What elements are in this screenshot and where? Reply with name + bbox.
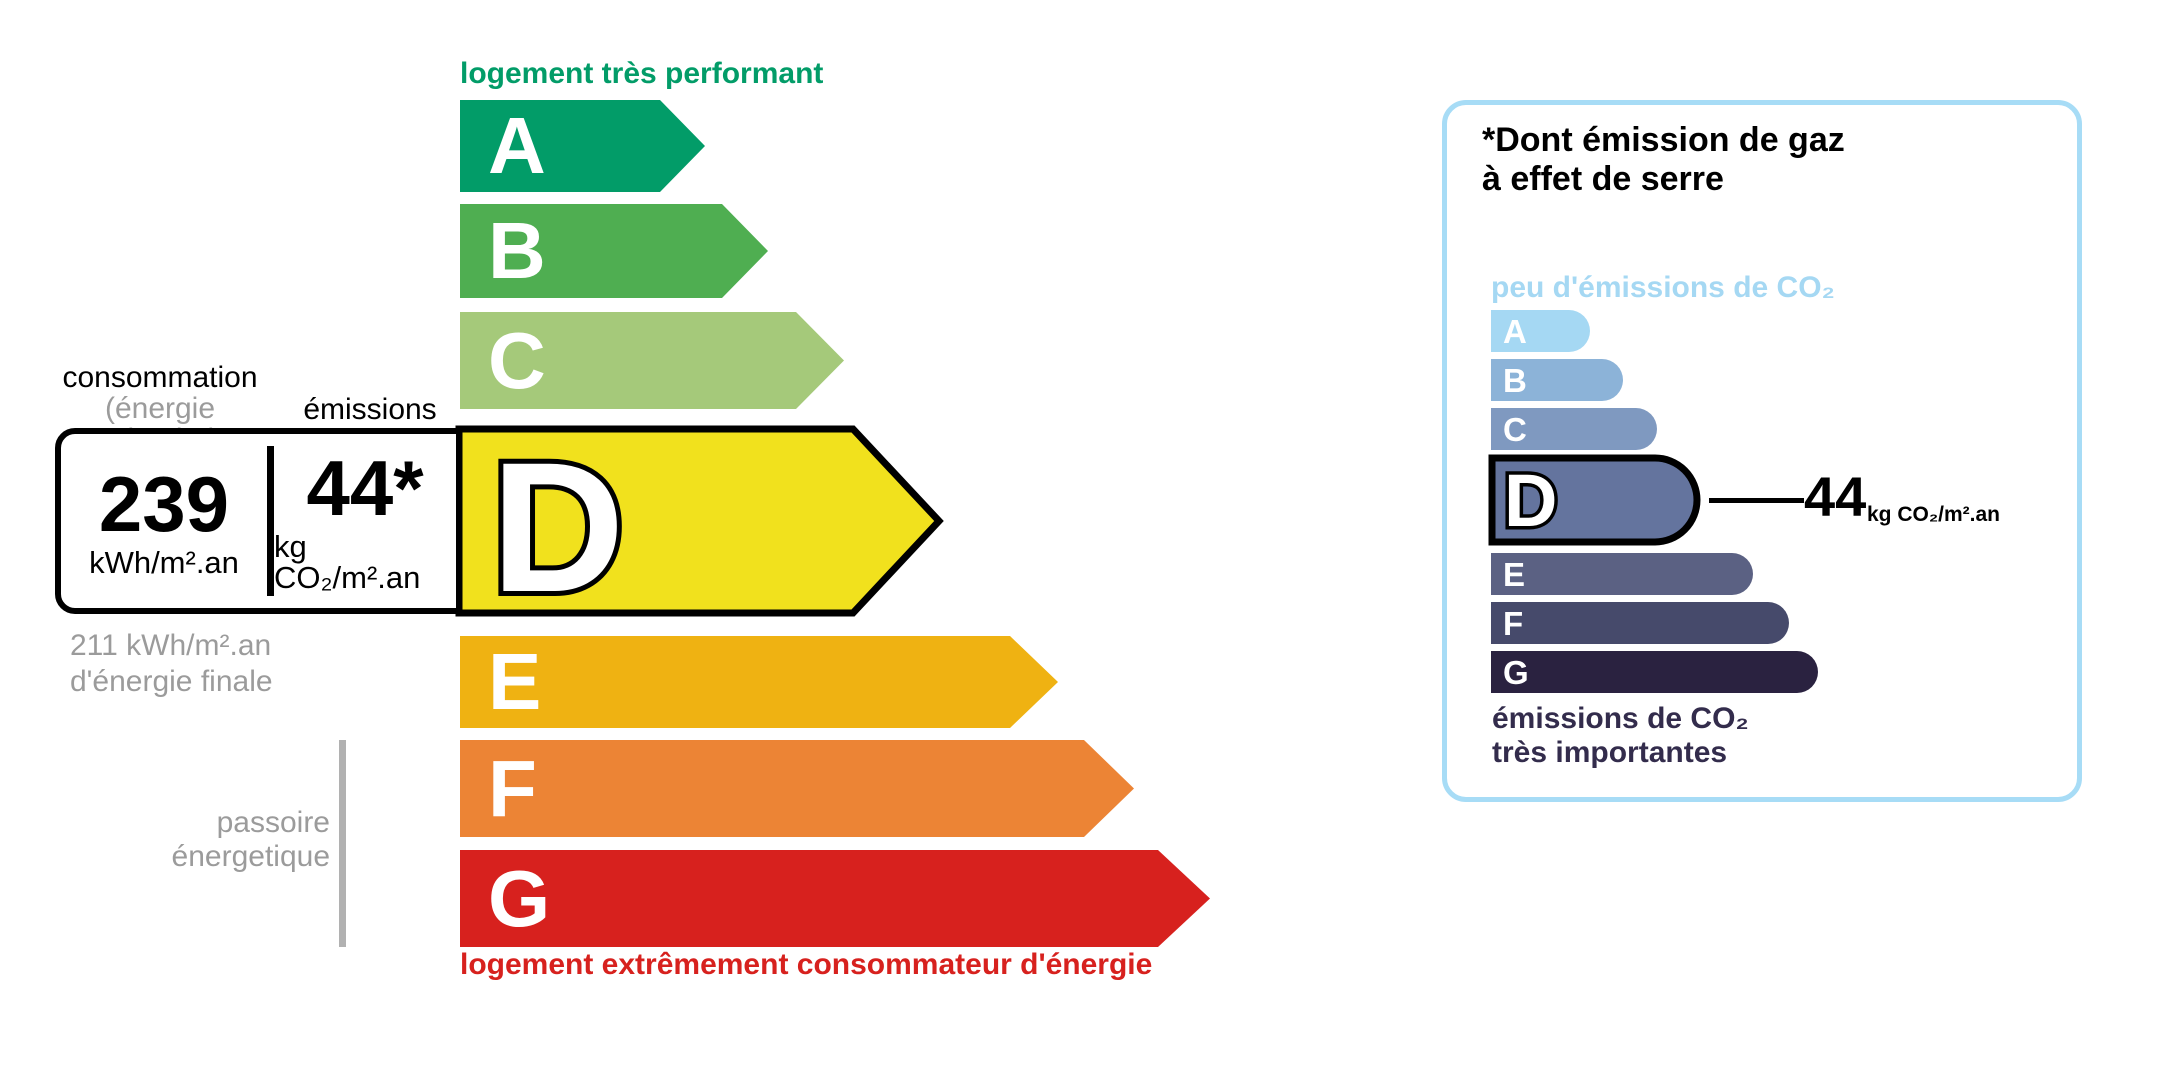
consumption-unit: kWh/m².an bbox=[89, 544, 239, 580]
emissions-column: 44* kg CO₂/m².an bbox=[274, 449, 456, 593]
energy-band-e-letter: E bbox=[488, 637, 542, 726]
ges-band-f: F bbox=[1491, 602, 1789, 644]
final-energy-line1: 211 kWh/m².an bbox=[70, 629, 272, 662]
ges-band-b: B bbox=[1491, 359, 1623, 401]
energy-band-f-letter: F bbox=[488, 743, 537, 833]
ges-title: *Dont émission de gaz à effet de serre bbox=[1482, 121, 1845, 199]
ges-title-line1: *Dont émission de gaz bbox=[1482, 121, 1845, 159]
ges-selected-letter: D bbox=[1504, 459, 1557, 542]
ges-band-a-letter: A bbox=[1503, 312, 1527, 350]
ges-band-g-letter: G bbox=[1503, 653, 1529, 691]
ges-title-line2: à effet de serre bbox=[1482, 160, 1724, 198]
ges-panel: *Dont émission de gaz à effet de serre p… bbox=[1442, 100, 2082, 802]
energy-band-b: B bbox=[460, 204, 768, 298]
top-performance-label: logement très performant bbox=[460, 57, 824, 90]
consumption-value: 239 bbox=[98, 459, 230, 548]
energy-band-a: A bbox=[460, 100, 705, 192]
emissions-value: 44* bbox=[306, 444, 424, 532]
ges-low-emissions-label: peu d'émissions de CO₂ bbox=[1491, 271, 1835, 304]
energy-band-c-letter: C bbox=[488, 315, 546, 405]
ges-band-c: C bbox=[1491, 408, 1657, 450]
energy-band-e: E bbox=[460, 636, 1058, 728]
value-box-divider bbox=[267, 446, 274, 596]
ges-band-g: G bbox=[1491, 651, 1818, 693]
ges-high-emissions-label: émissions de CO₂ très importantes bbox=[1492, 702, 1749, 770]
rating-value-box: 239 kWh/m².an 44* kg CO₂/m².an bbox=[55, 428, 462, 614]
energy-band-c: C bbox=[460, 312, 844, 409]
energy-band-f: F bbox=[460, 740, 1134, 837]
selected-class-letter: D bbox=[491, 425, 625, 617]
energy-sieve-label: passoire énergetique bbox=[150, 806, 330, 874]
ges-high-emissions-line1: émissions de CO₂ bbox=[1492, 702, 1749, 735]
ges-selected-pill bbox=[1488, 454, 1701, 546]
ges-band-c-letter: C bbox=[1503, 410, 1527, 448]
energy-band-d-selected: D bbox=[455, 425, 944, 617]
ges-band-f-letter: F bbox=[1503, 604, 1524, 642]
sieve-bracket-line bbox=[339, 740, 346, 947]
ges-band-e-letter: E bbox=[1503, 555, 1526, 593]
consumption-column: 239 kWh/m².an bbox=[61, 465, 267, 578]
ges-band-a: A bbox=[1491, 310, 1590, 352]
ges-band-b-letter: B bbox=[1503, 361, 1527, 399]
ges-band-e: E bbox=[1491, 553, 1753, 595]
emissions-unit: kg CO₂/m².an bbox=[274, 529, 421, 595]
emissions-header: émissions bbox=[303, 393, 437, 426]
ges-value: 44 bbox=[1804, 465, 1867, 528]
energy-band-a-letter: A bbox=[488, 101, 546, 190]
energy-band-g: G bbox=[460, 850, 1210, 947]
consumption-header-line1: consommation bbox=[62, 361, 258, 394]
energy-sieve-line1: passoire bbox=[216, 806, 330, 839]
final-energy-line2: d'énergie finale bbox=[70, 665, 273, 698]
bottom-consumption-label: logement extrêmement consommateur d'éner… bbox=[460, 948, 1153, 981]
ges-band-d-selected: D bbox=[1488, 454, 1701, 546]
energy-sieve-line2: énergetique bbox=[171, 840, 330, 873]
energy-band-g-letter: G bbox=[488, 853, 551, 943]
energy-band-b-letter: B bbox=[488, 206, 546, 295]
ges-high-emissions-line2: très importantes bbox=[1492, 736, 1728, 769]
final-energy-note: 211 kWh/m².an d'énergie finale bbox=[70, 628, 273, 700]
ges-value-unit: kg CO₂/m².an bbox=[1867, 503, 2001, 526]
ges-value-connector bbox=[1709, 498, 1804, 503]
